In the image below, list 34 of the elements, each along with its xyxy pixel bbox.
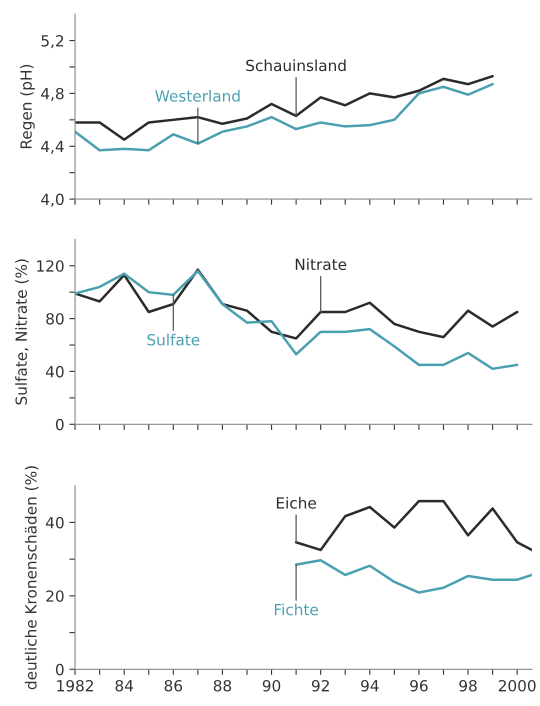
- y-tick-label: 4,8: [41, 88, 64, 101]
- series-label: Eiche: [276, 496, 316, 509]
- x-tick-label: 92: [312, 680, 329, 692]
- x-tick-label: 1982: [57, 680, 93, 692]
- text: Sulfate: [147, 334, 200, 346]
- series-label: Schauinsland: [246, 59, 346, 72]
- line-series: [75, 270, 518, 370]
- x-tick-label: 96: [410, 680, 428, 692]
- x-tick-label: 86: [164, 680, 182, 692]
- y-axis-title: deutliche Kronenschäden (%): [24, 466, 38, 690]
- line-series: [294, 559, 532, 594]
- x-tick-label: 84: [116, 680, 134, 692]
- text: Fichte: [274, 604, 318, 616]
- y-axis-title: Regen (pH): [20, 64, 35, 148]
- y-axis-title: Sulfate, Nitrate (%): [15, 259, 29, 405]
- x-tick-label: 2000: [498, 680, 536, 692]
- y-tick-label: 40: [46, 366, 64, 378]
- y-tick-label: 5,2: [42, 35, 64, 48]
- x-tick-label: 88: [214, 680, 232, 692]
- line-series: [75, 74, 494, 141]
- line-series: [75, 82, 494, 152]
- y-tick-label: 4,0: [41, 194, 64, 207]
- y-tick-label: 120: [37, 260, 64, 272]
- y-tick-label: 4,4: [41, 140, 64, 154]
- series-label: Westerland: [155, 90, 240, 102]
- y-tick-label: 20: [46, 590, 64, 602]
- y-tick-label: 80: [46, 313, 64, 325]
- x-tick-label: 98: [459, 680, 477, 692]
- x-tick-label: 90: [262, 680, 280, 692]
- text: Nitrate: [296, 258, 346, 270]
- y-tick-label: 0: [56, 418, 64, 430]
- y-tick-label: 0: [56, 664, 64, 676]
- y-tick-label: 40: [46, 516, 64, 528]
- x-tick-label: 94: [361, 680, 379, 692]
